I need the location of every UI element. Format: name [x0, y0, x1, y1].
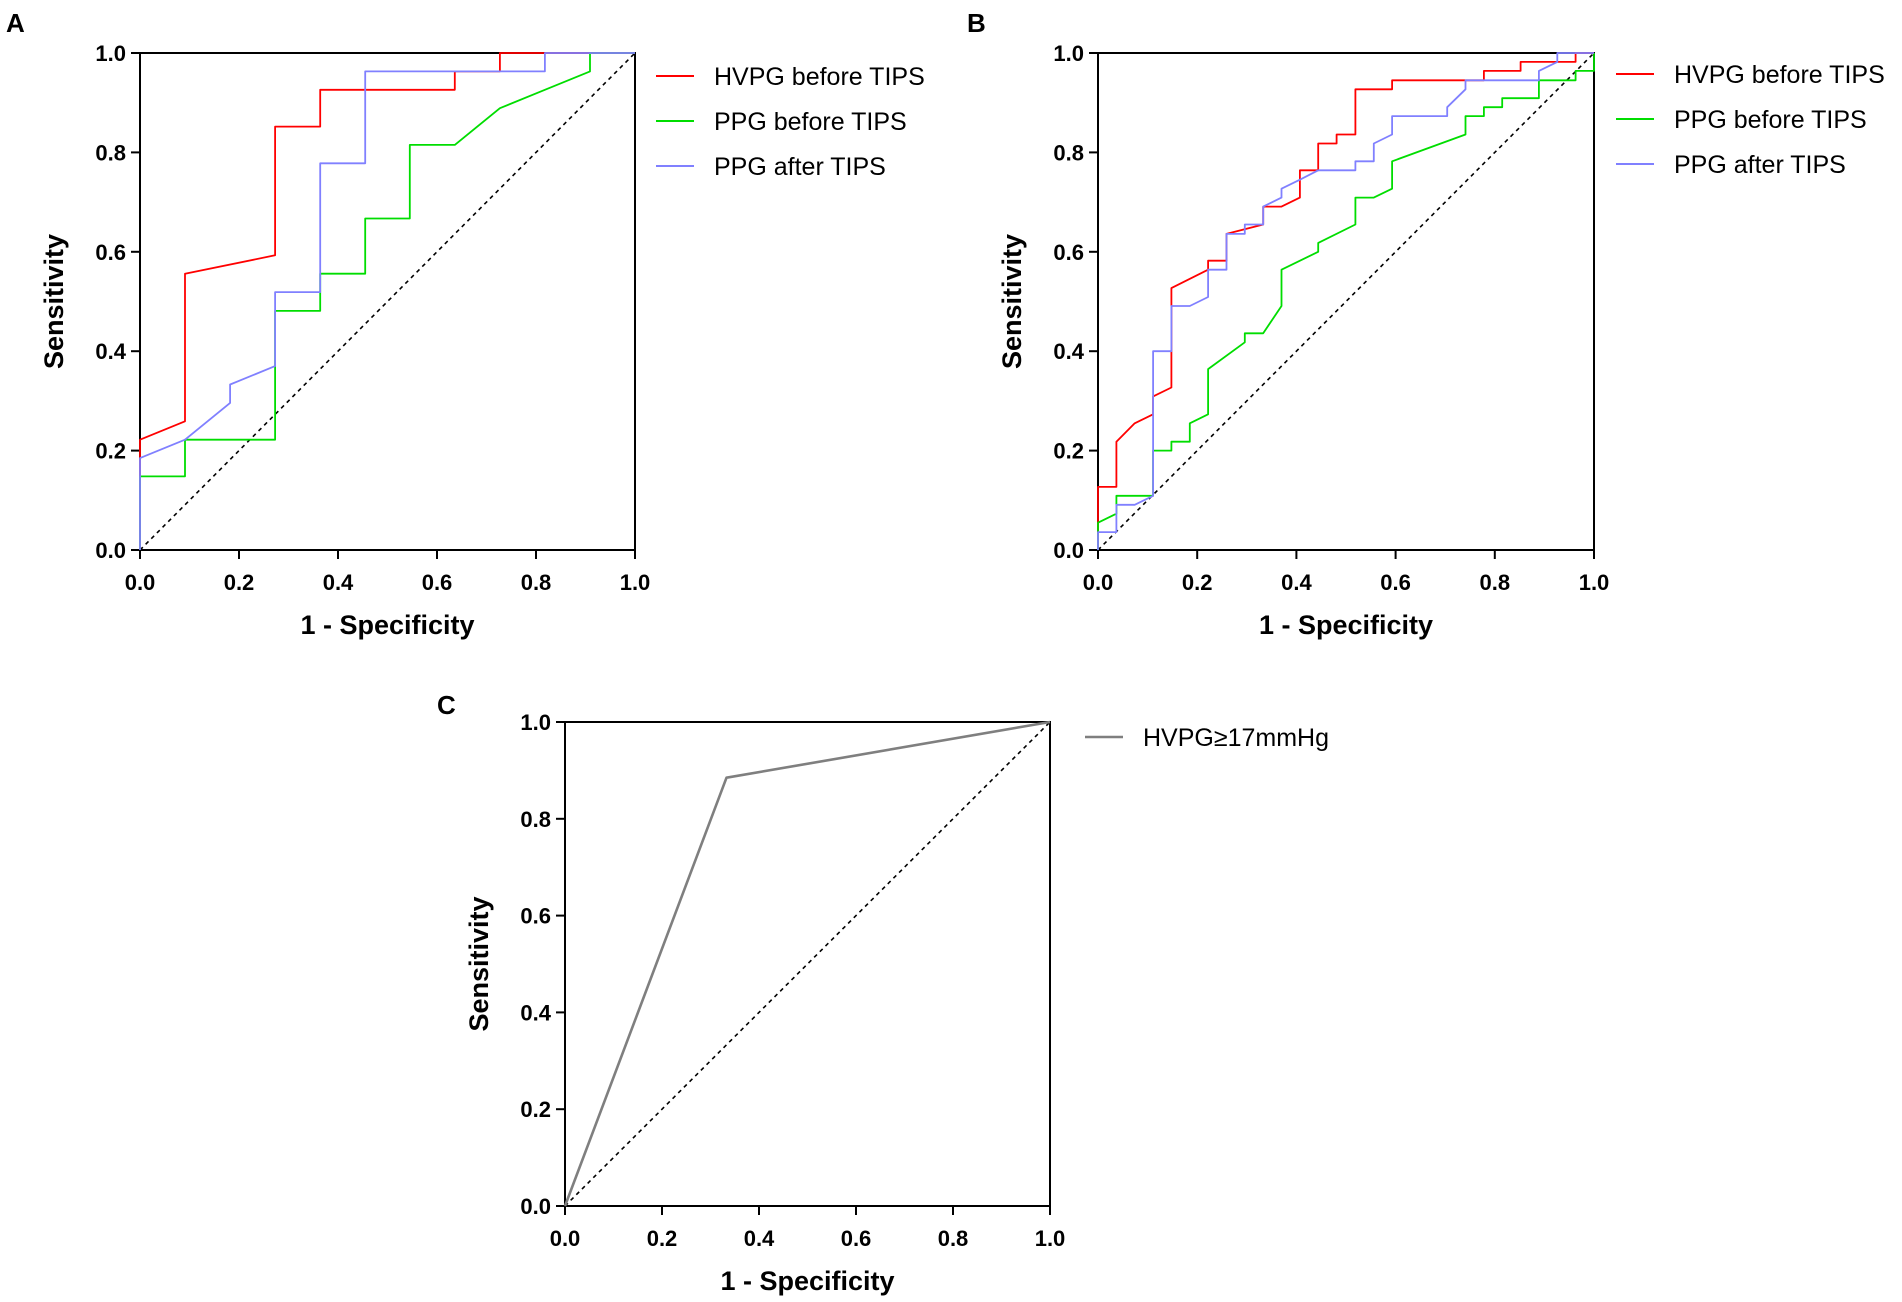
x-tick-label: 0.0 [550, 1226, 581, 1251]
y-tick-label: 0.6 [520, 904, 551, 929]
x-tick-label: 0.6 [841, 1226, 872, 1251]
x-axis-title: 1 - Specificity [300, 610, 474, 640]
y-tick-label: 0.0 [1053, 538, 1084, 563]
panel-c: C 0.0 0.2 0.4 0.6 0.8 1.0 0.0 0.2 0.4 0.6 0.8 1.0 1 -… [437, 690, 1329, 1296]
x-tick-label: 0.6 [1380, 570, 1411, 595]
panel-letter: B [967, 8, 986, 38]
y-axis-title: Sensitivity [997, 234, 1027, 369]
y-tick-label: 0.4 [95, 339, 126, 364]
x-tick-label: 0.8 [1480, 570, 1511, 595]
x-tick-label: 1.0 [620, 570, 651, 595]
legend-label: PPG after TIPS [714, 153, 886, 181]
x-tick-label: 0.4 [744, 1226, 775, 1251]
panel-b: B 0.0 0.2 0.4 0.6 0.8 1.0 0.0 0.2 0.4 0.6 0.8 1.0 1 -… [967, 8, 1885, 640]
y-tick-label: 0.8 [1053, 140, 1084, 165]
legend-label: PPG before TIPS [714, 108, 907, 136]
y-tick-label: 0.4 [520, 1000, 551, 1025]
x-tick-label: 0.2 [647, 1226, 678, 1251]
y-tick-label: 0.8 [520, 807, 551, 832]
reference-diagonal [1097, 52, 1595, 551]
y-tick-label: 0.6 [95, 240, 126, 265]
y-tick-label: 0.2 [1053, 439, 1084, 464]
x-tick-label: 1.0 [1579, 570, 1610, 595]
legend-label: HVPG before TIPS [714, 63, 925, 91]
x-tick-label: 0.6 [422, 570, 453, 595]
plot-frame [1097, 52, 1595, 551]
y-tick-label: 0.0 [520, 1194, 551, 1219]
y-tick-label: 1.0 [95, 41, 126, 66]
x-axis-title: 1 - Specificity [1259, 610, 1433, 640]
x-tick-label: 0.4 [323, 570, 354, 595]
x-tick-label: 0.2 [1182, 570, 1213, 595]
y-tick-label: 0.4 [1053, 339, 1084, 364]
reference-diagonal [564, 721, 1051, 1207]
panel-letter: A [6, 8, 25, 38]
x-tick-label: 0.4 [1281, 570, 1312, 595]
plot-frame [139, 52, 636, 551]
roc-curve-series [563, 720, 1051, 1207]
x-tick-label: 0.0 [125, 570, 156, 595]
x-tick-label: 0.8 [938, 1226, 969, 1251]
x-tick-label: 0.0 [1083, 570, 1114, 595]
roc-curve-series [1097, 53, 1595, 550]
x-tick-label: 0.8 [521, 570, 552, 595]
reference-diagonal [139, 52, 636, 551]
y-tick-label: 0.8 [95, 140, 126, 165]
y-tick-label: 0.0 [95, 538, 126, 563]
roc-curve-series [139, 52, 635, 550]
roc-curve-series [139, 52, 635, 550]
plot-frame [564, 721, 1051, 1207]
y-tick-label: 1.0 [1053, 41, 1084, 66]
legend-label: PPG after TIPS [1674, 151, 1846, 179]
y-tick-label: 1.0 [520, 710, 551, 735]
y-axis-title: Sensitivity [464, 896, 494, 1031]
panel-a: A 0.0 0.2 0.4 0.6 0.8 1.0 0.0 0.2 0.4 0.6 0.8 1.0 1 -… [6, 8, 925, 640]
x-axis-title: 1 - Specificity [720, 1266, 894, 1296]
y-axis-title: Sensitivity [39, 234, 69, 369]
y-tick-label: 0.2 [95, 439, 126, 464]
x-tick-label: 0.2 [224, 570, 255, 595]
legend-label: HVPG≥17mmHg [1143, 724, 1329, 752]
roc-curve-series [1097, 52, 1594, 550]
x-tick-label: 1.0 [1035, 1226, 1066, 1251]
legend-label: HVPG before TIPS [1674, 61, 1885, 89]
panel-letter: C [437, 690, 456, 720]
y-tick-label: 0.2 [520, 1097, 551, 1122]
y-tick-label: 0.6 [1053, 240, 1084, 265]
legend-label: PPG before TIPS [1674, 106, 1867, 134]
